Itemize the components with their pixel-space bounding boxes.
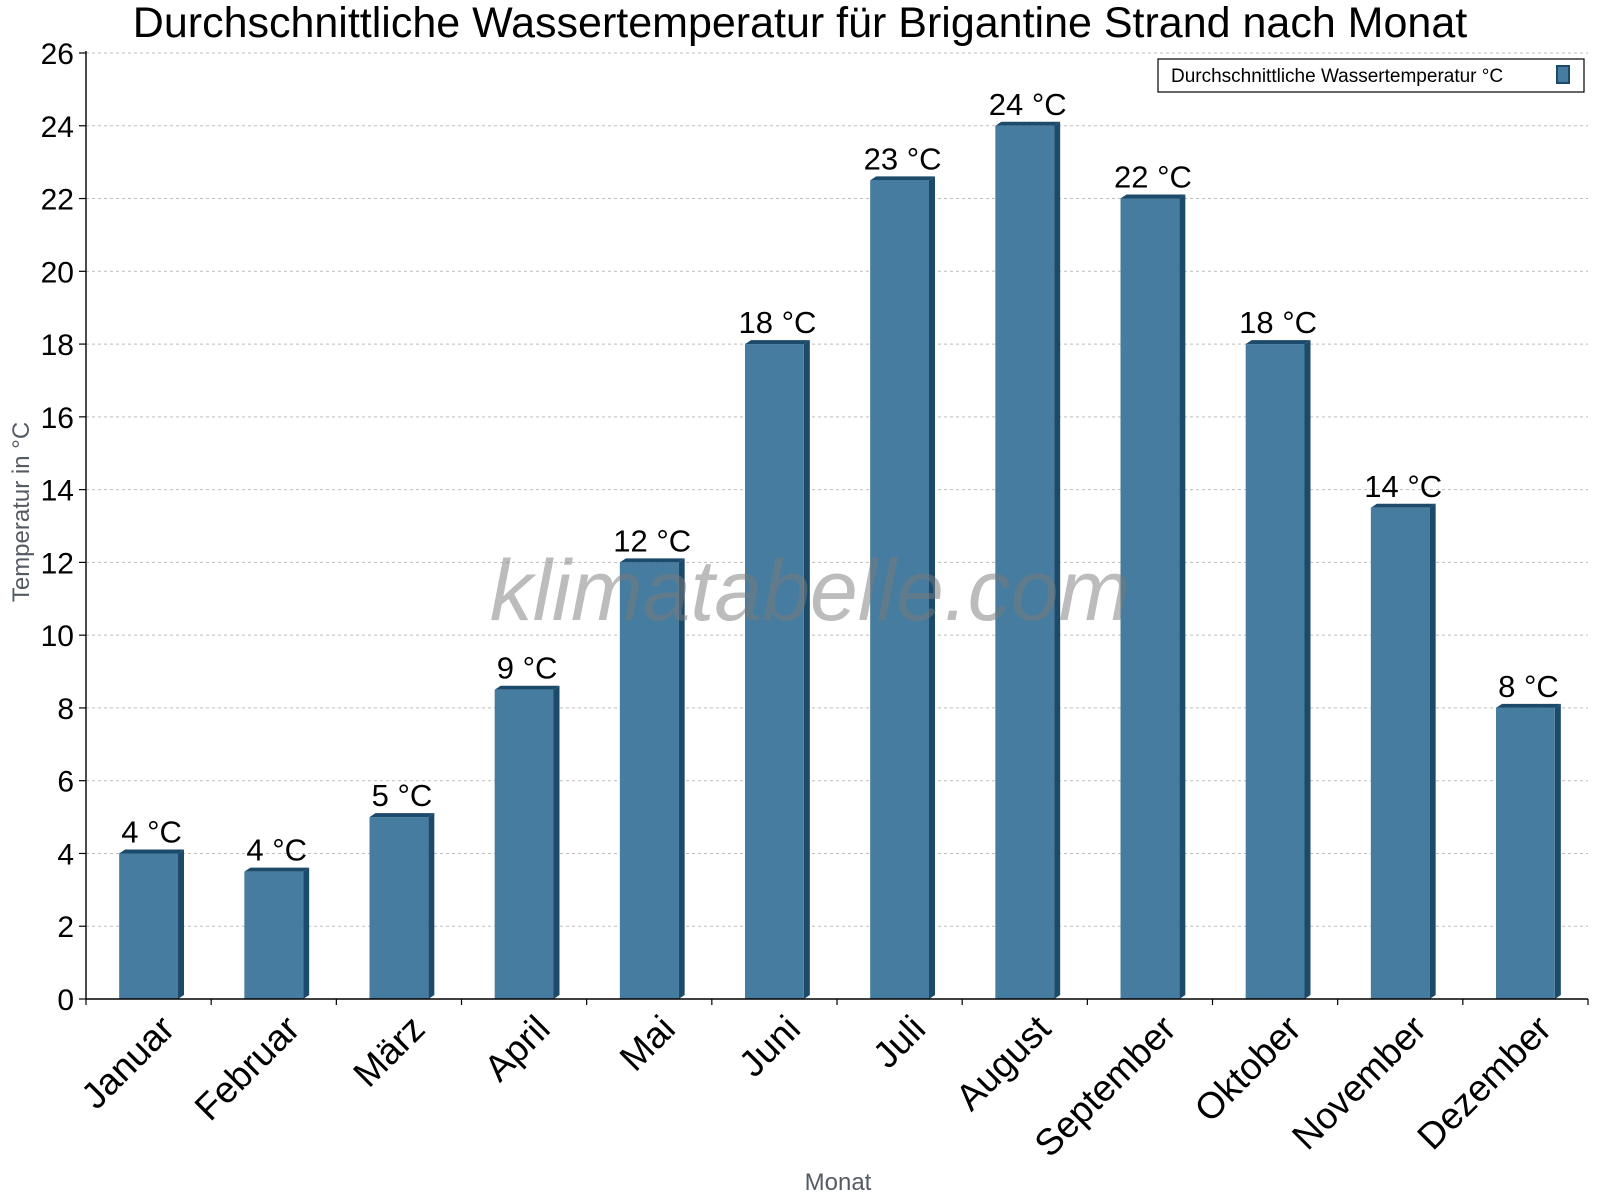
bar-value-label: 23 °C bbox=[864, 141, 942, 176]
bar bbox=[1120, 198, 1180, 1000]
bar bbox=[244, 871, 304, 999]
bar bbox=[995, 125, 1055, 1000]
bar-side bbox=[1054, 121, 1061, 1000]
bar-value-label: 24 °C bbox=[989, 87, 1067, 122]
bar-top bbox=[369, 813, 435, 818]
bar-top bbox=[619, 558, 685, 563]
y-tick-label: 12 bbox=[41, 547, 74, 580]
bar bbox=[1245, 344, 1305, 1000]
bar-side bbox=[428, 813, 435, 999]
bar-side bbox=[177, 849, 184, 999]
watermark-text: klimatabelle.com bbox=[490, 543, 1130, 639]
bar-value-label: 4 °C bbox=[121, 814, 182, 849]
y-tick-label: 18 bbox=[41, 329, 74, 362]
bar-top bbox=[745, 340, 810, 345]
bar bbox=[1496, 707, 1555, 999]
bar bbox=[369, 817, 429, 999]
bar-side bbox=[553, 685, 560, 999]
bar-value-label: 12 °C bbox=[613, 523, 691, 558]
bar-side bbox=[803, 340, 810, 1000]
bar-top bbox=[995, 121, 1061, 126]
y-tick-label: 6 bbox=[57, 766, 74, 799]
bar-side bbox=[1304, 340, 1311, 1000]
bar-top bbox=[244, 867, 310, 872]
y-tick-label: 10 bbox=[41, 620, 74, 653]
y-tick-label: 24 bbox=[41, 111, 74, 144]
bar-value-label: 18 °C bbox=[738, 305, 816, 340]
bar bbox=[619, 562, 679, 999]
y-tick-label: 16 bbox=[41, 402, 74, 435]
bar-value-label: 22 °C bbox=[1114, 160, 1192, 195]
chart-title: Durchschnittliche Wassertemperatur für B… bbox=[133, 0, 1467, 47]
bar bbox=[119, 853, 178, 999]
bar bbox=[494, 689, 554, 999]
y-tick-label: 8 bbox=[57, 693, 74, 726]
bar-value-label: 4 °C bbox=[246, 833, 307, 868]
bar-side bbox=[1554, 703, 1561, 999]
legend-swatch bbox=[1556, 65, 1570, 84]
bar-value-label: 18 °C bbox=[1239, 305, 1317, 340]
y-axis-label: Temperatur in °C bbox=[8, 422, 35, 602]
bar-top bbox=[1120, 194, 1186, 199]
bar-side bbox=[678, 558, 685, 999]
bar-top bbox=[494, 685, 560, 690]
y-tick-label: 0 bbox=[57, 984, 74, 1017]
bar bbox=[745, 344, 804, 1000]
y-tick-label: 14 bbox=[41, 475, 74, 508]
bar-top bbox=[1370, 503, 1436, 508]
bar-top bbox=[1245, 340, 1311, 345]
legend-label: Durchschnittliche Wassertemperatur °C bbox=[1171, 66, 1503, 87]
y-tick-label: 4 bbox=[57, 838, 74, 871]
bar-side bbox=[1179, 194, 1186, 1000]
bar-side bbox=[928, 176, 935, 999]
bar bbox=[870, 180, 929, 999]
y-tick-label: 22 bbox=[41, 184, 74, 217]
bar-top bbox=[870, 176, 935, 181]
axis-layer bbox=[79, 51, 1589, 1005]
x-axis-label: Monat bbox=[805, 1169, 872, 1196]
bar-value-label: 5 °C bbox=[372, 778, 433, 813]
legend-box bbox=[1157, 58, 1585, 93]
bar-top bbox=[1496, 703, 1561, 708]
bar-value-label: 14 °C bbox=[1364, 469, 1442, 504]
bar-side bbox=[1429, 503, 1436, 999]
y-tick-label: 26 bbox=[41, 38, 74, 71]
y-tick-label: 2 bbox=[57, 911, 74, 944]
bar-side bbox=[303, 867, 310, 999]
bar-top bbox=[119, 849, 184, 854]
legend: Durchschnittliche Wassertemperatur °C bbox=[1157, 58, 1585, 93]
grid-layer bbox=[86, 52, 1588, 927]
bar bbox=[1370, 507, 1430, 999]
bar-layer bbox=[119, 121, 1561, 1000]
bar-value-label: 8 °C bbox=[1498, 669, 1559, 704]
bar-value-label: 9 °C bbox=[497, 651, 558, 686]
y-tick-label: 20 bbox=[41, 256, 74, 289]
